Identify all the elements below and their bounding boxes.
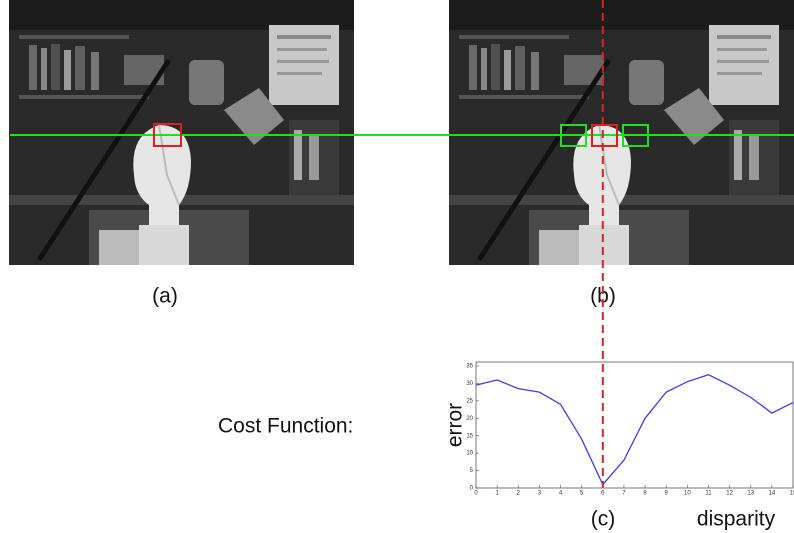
x-tick-label: 10 [684,491,691,497]
photo-right [449,0,794,265]
x-tick-label: 13 [747,491,754,497]
x-tick-label: 1 [495,491,499,497]
best-window [591,124,618,147]
plot-frame [475,361,794,489]
x-tick-label: 8 [643,491,647,497]
y-tick-label: 20 [466,416,473,422]
x-tick-label: 5 [580,491,584,497]
x-tick-label: 15 [790,491,794,497]
x-tick-label: 9 [665,491,669,497]
y-tick-label: 35 [466,364,473,370]
x-tick-label: 2 [517,491,521,497]
label-b: (b) [590,285,616,308]
x-tick-label: 7 [622,491,626,497]
x-tick-label: 14 [769,491,776,497]
y-tick-label: 5 [470,468,474,474]
cost-label: Cost Function: [218,415,353,438]
y-tick-label: 25 [466,398,473,404]
cost-line [475,374,794,486]
y-tick-label: 0 [470,486,474,492]
x-axis-label: disparity [697,508,776,531]
reference-window [153,123,182,147]
y-tick-label: 15 [466,433,473,439]
y-tick-label: 10 [466,451,473,457]
caption: (c) [591,508,616,531]
y-tick-label: 30 [466,381,473,387]
x-tick-label: 3 [538,491,542,497]
x-tick-label: 0 [474,491,478,497]
x-tick-label: 11 [705,491,712,497]
candidate-window [622,124,649,147]
x-tick-label: 6 [601,491,605,497]
label-a: (a) [152,285,178,308]
x-tick-label: 12 [726,491,733,497]
candidate-window [560,124,587,147]
x-tick-label: 4 [559,491,563,497]
y-axis-label: error [444,403,467,447]
